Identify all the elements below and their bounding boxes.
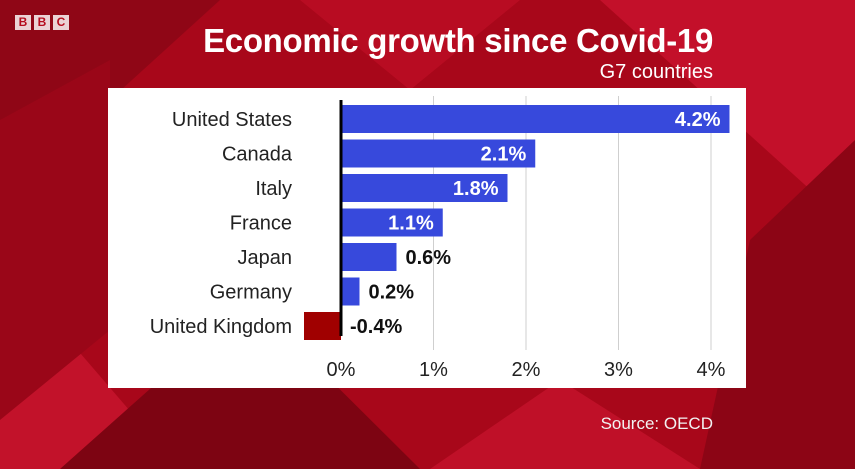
logo-letter-3: C <box>53 15 69 30</box>
source-note: Source: OECD <box>600 414 713 433</box>
category-label-6: United Kingdom <box>150 316 292 338</box>
value-label-3: 1.1% <box>388 213 434 235</box>
category-label-5: Germany <box>210 282 292 304</box>
x-tick-label-3: 3% <box>604 359 633 381</box>
bar-3 <box>341 208 443 237</box>
bar-5 <box>341 277 360 306</box>
category-label-2: Italy <box>255 178 292 200</box>
value-label-0: 4.2% <box>675 109 721 131</box>
x-tick-label-0: 0% <box>327 359 356 381</box>
bbc-logo: B B C <box>15 15 69 30</box>
chart-title: Economic growth since Covid-19 <box>203 22 713 59</box>
category-label-0: United States <box>172 109 292 131</box>
chart-panel: United States 4.2% Canada 2.1% Italy 1.8% Fran… <box>108 88 746 388</box>
value-label-1: 2.1% <box>481 144 527 166</box>
category-label-4: Japan <box>238 247 293 269</box>
bar-0 <box>341 105 730 133</box>
x-tick-label-1: 1% <box>419 359 448 381</box>
logo-letter-2: B <box>34 15 50 30</box>
bar-4 <box>341 243 397 271</box>
value-label-4: 0.6% <box>406 247 452 269</box>
value-label-6: -0.4% <box>350 316 402 338</box>
logo-letter-1: B <box>15 15 31 30</box>
bar-6 <box>304 312 341 340</box>
x-tick-label-4: 4% <box>697 359 726 381</box>
value-label-2: 1.8% <box>453 178 499 200</box>
x-tick-label-2: 2% <box>512 359 541 381</box>
category-label-1: Canada <box>222 144 293 166</box>
bar-1 <box>341 139 536 168</box>
bar-chart: United States 4.2% Canada 2.1% Italy 1.8% Fran… <box>150 96 730 381</box>
chart-subtitle: G7 countries <box>599 61 713 83</box>
value-label-5: 0.2% <box>369 282 415 304</box>
bar-2 <box>341 174 508 202</box>
category-label-3: France <box>230 213 292 235</box>
